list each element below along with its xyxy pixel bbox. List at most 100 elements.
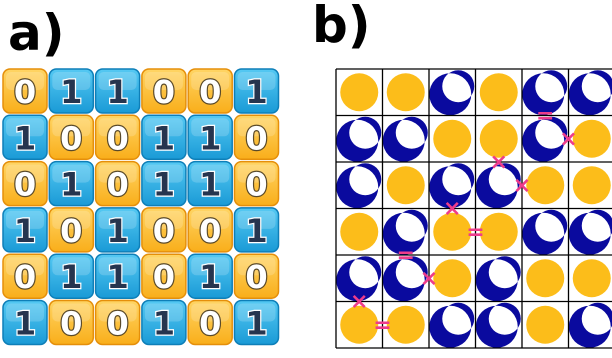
tile-background (2, 207, 48, 253)
tile-background (2, 299, 48, 346)
binary-tile: 1 (187, 253, 233, 299)
tile-background (233, 68, 280, 114)
tile-background (233, 160, 280, 207)
binary-tile: 0 (2, 253, 48, 299)
opposite-constraint: × (350, 290, 368, 315)
binary-tile: 0 (233, 160, 280, 207)
tile-digit: 0 (153, 258, 175, 296)
tile-background (141, 207, 187, 253)
sun-symbol (479, 119, 518, 158)
moon-symbol (475, 302, 521, 348)
opposite-constraint: × (513, 173, 531, 198)
moon-symbol (382, 209, 428, 255)
tile-digit: 0 (106, 119, 128, 157)
binary-tile: 0 (2, 68, 48, 114)
binary-tile: 0 (233, 114, 280, 161)
tile-highlight (6, 72, 44, 90)
sun-symbol (340, 212, 379, 251)
sun-symbol (433, 212, 472, 251)
tile-background (2, 253, 48, 299)
sun-symbol (433, 259, 472, 298)
moon-symbol (429, 163, 475, 209)
moon-symbol (336, 116, 382, 162)
tile-background (141, 160, 187, 207)
tile-digit: 0 (199, 73, 221, 111)
tile-digit: 0 (245, 119, 267, 157)
moon-symbol (522, 70, 568, 116)
binary-tile: 1 (94, 207, 141, 253)
sun-symbol (526, 259, 565, 298)
binary-tile: 1 (233, 207, 280, 253)
tile-background (48, 207, 95, 253)
sun-symbol (572, 119, 611, 158)
moon-symbol (475, 256, 521, 302)
tile-highlight (237, 210, 276, 229)
tile-digit: 0 (153, 73, 175, 111)
tile-highlight (144, 210, 183, 229)
binary-tile: 0 (94, 160, 141, 207)
tile-background (233, 299, 280, 346)
binary-tile: 1 (2, 207, 48, 253)
sun-symbol (386, 305, 425, 344)
tile-highlight (144, 72, 183, 90)
binary-tile: 1 (94, 253, 141, 299)
tile-background (141, 68, 187, 114)
tile-digit: 1 (153, 305, 175, 343)
moon-symbol (336, 256, 382, 302)
binary-tile: 1 (233, 68, 280, 114)
tile-highlight (52, 210, 91, 229)
tile-digit: 0 (106, 305, 128, 343)
binary-tile: 1 (141, 114, 187, 161)
tile-background (187, 207, 233, 253)
binary-tile: 1 (48, 68, 95, 114)
tile-background (94, 299, 141, 346)
tile-digit: 0 (14, 258, 36, 296)
tile-digit: 0 (60, 212, 82, 250)
tile-highlight (237, 257, 276, 276)
sun-symbol (340, 305, 379, 344)
tile-digit: 1 (60, 73, 82, 111)
tile-digit: 1 (199, 258, 221, 296)
equal-constraint: = (397, 243, 415, 268)
tile-highlight (237, 72, 276, 90)
tile-digit: 0 (14, 166, 36, 204)
binary-tile: 1 (233, 299, 280, 346)
tile-digit: 1 (14, 212, 36, 250)
tile-background (141, 114, 187, 161)
sun-symbol (386, 166, 425, 205)
binary-tile: 1 (94, 68, 141, 114)
opposite-constraint: × (490, 150, 508, 175)
tile-background (94, 207, 141, 253)
binary-tile: 0 (48, 114, 95, 161)
binary-tile: 0 (141, 68, 187, 114)
tile-highlight (191, 210, 230, 229)
tile-highlight (52, 257, 91, 276)
tile-digit: 0 (106, 166, 128, 204)
binary-tile-grid: 0 1 1 0 0 11 0 0 1 1 00 1 0 1 1 01 0 1 0 0 10 1 1 0 1 01 0 0 1 0 1 (2, 68, 280, 346)
tile-digit: 1 (245, 73, 267, 111)
moon-symbol (475, 163, 521, 209)
sun-symbol (479, 212, 518, 251)
tile-digit: 1 (153, 119, 175, 157)
tile-highlight (6, 118, 44, 137)
tile-digit: 0 (153, 212, 175, 250)
tile-background (187, 253, 233, 299)
tile-highlight (191, 303, 230, 322)
tile-highlight (98, 210, 137, 229)
binary-tile: 0 (187, 68, 233, 114)
tile-digit: 1 (199, 166, 221, 204)
binary-tile: 0 (187, 207, 233, 253)
tile-background (2, 68, 48, 114)
tile-digit: 1 (199, 119, 221, 157)
tile-digit: 0 (199, 305, 221, 343)
moon-symbol (568, 302, 612, 348)
tile-background (233, 207, 280, 253)
tile-highlight (237, 118, 276, 137)
moon-symbol (336, 163, 382, 209)
moon-symbol (522, 209, 568, 255)
tile-background (187, 68, 233, 114)
tile-highlight (6, 257, 44, 276)
tile-highlight (144, 118, 183, 137)
tile-highlight (98, 72, 137, 90)
tile-highlight (237, 303, 276, 322)
